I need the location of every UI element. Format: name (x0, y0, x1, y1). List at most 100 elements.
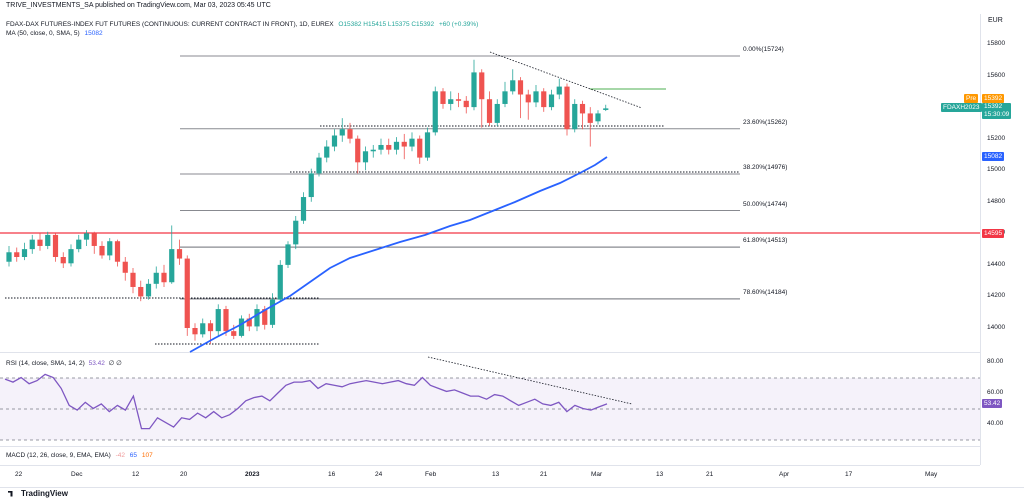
candle (176, 249, 183, 259)
candle (153, 272, 159, 284)
candle (541, 91, 547, 108)
candle (215, 309, 221, 332)
candle (29, 239, 35, 250)
price-change: +60 (+0.39%) (438, 21, 479, 28)
candle (207, 323, 214, 332)
ohlc-values: O15382 H15415 L15375 C15392 (338, 21, 435, 28)
rsi-legend[interactable]: RSI (14, close, SMA, 14, 2) 53.42 ∅ ∅ (6, 359, 122, 367)
candle (145, 283, 152, 297)
candle (440, 91, 446, 104)
candle (83, 233, 90, 240)
candle (409, 138, 415, 147)
tradingview-icon (8, 490, 13, 497)
rsi-tick-label: 40.00 (987, 420, 1004, 427)
candle (587, 113, 593, 123)
price-axis-separator (980, 14, 981, 465)
candle (486, 99, 493, 123)
fib-label: 78.60%(14184) (743, 288, 788, 296)
last-price-value: 15392 (984, 103, 1003, 110)
time-tick-label: 13 (656, 471, 664, 478)
rsi-trendline (427, 356, 633, 405)
time-tick-label: 17 (845, 471, 853, 478)
time-tick-label: 13 (492, 471, 500, 478)
candle (386, 144, 392, 150)
candle (424, 132, 431, 158)
candle (463, 100, 469, 108)
candle (556, 86, 562, 95)
time-tick-label: Apr (779, 471, 790, 478)
tradingview-logo[interactable]: TradingView (8, 489, 68, 498)
candle (161, 272, 167, 283)
candle (502, 91, 508, 104)
time-axis-separator (0, 465, 980, 466)
time-tick-label: Feb (425, 471, 437, 478)
candle (200, 323, 206, 335)
candle (107, 241, 113, 256)
candle (14, 252, 20, 257)
candle (448, 99, 454, 104)
symbol-tag: FDAXH2023 (941, 103, 982, 112)
time-tick-label: 22 (15, 471, 23, 478)
fib-label: 23.60%(15262) (743, 118, 788, 126)
pane-separator-rsi[interactable] (0, 352, 980, 353)
rsi-tick-label: 80.00 (987, 358, 1004, 365)
candle (347, 129, 353, 139)
candle (262, 309, 268, 325)
candle (533, 91, 539, 103)
candle (91, 233, 97, 246)
candle (68, 249, 74, 264)
symbol-legend[interactable]: FDAX-DAX FUTURES-INDEX FUT FUTURES (CONT… (6, 21, 478, 28)
fib-label: 0.00%(15724) (743, 45, 784, 53)
price-tick-label: 15000 (987, 166, 1006, 174)
time-tick-label: Mar (591, 471, 603, 478)
footer-bar (0, 487, 1024, 503)
brand-name: TradingView (21, 489, 68, 498)
ma-legend[interactable]: MA (50, close, 0, SMA, 5) 15082 (6, 30, 103, 37)
candles (6, 59, 609, 344)
pane-separator-macd[interactable] (0, 446, 980, 447)
candle (99, 245, 105, 256)
ma-price-tag: 15082 (982, 152, 1005, 161)
candle (246, 318, 252, 327)
macd-legend[interactable]: MACD (12, 26, close, 9, EMA, EMA) -42 65… (6, 452, 153, 459)
candle (231, 331, 237, 336)
rsi-value: 53.42 (88, 360, 105, 367)
candle (37, 239, 43, 246)
candle (455, 99, 462, 101)
candle (401, 141, 407, 147)
candle (138, 286, 144, 297)
publish-line: TRIVE_INVESTMENTS_SA published on Tradin… (6, 2, 271, 9)
candle (494, 103, 500, 123)
time-tick-label: 2023 (245, 471, 260, 478)
time-tick-label: 21 (540, 471, 548, 478)
price-tick-label: 14200 (987, 292, 1006, 300)
candle (223, 309, 229, 332)
candle (525, 94, 531, 103)
macd-label: MACD (12, 26, close, 9, EMA, EMA) (6, 452, 111, 459)
candle (479, 72, 485, 100)
ma-line (189, 156, 608, 353)
candle (169, 249, 175, 283)
fib-label: 50.00%(14744) (743, 200, 788, 208)
time-tick-label: 21 (706, 471, 714, 478)
countdown: 15:30:09 (984, 111, 1010, 118)
candle (300, 197, 307, 221)
price-tick-label: 14400 (987, 260, 1006, 268)
candle (76, 239, 82, 250)
pre-market-value: 15392 (982, 94, 1005, 103)
candle (192, 328, 198, 335)
symbol-description: FDAX-DAX FUTURES-INDEX FUT FUTURES (CONT… (6, 21, 334, 28)
rsi-line (4, 373, 608, 430)
pre-label: Pre (966, 95, 977, 102)
rsi-extra: ∅ ∅ (108, 360, 122, 367)
candle (114, 241, 121, 262)
candle (21, 249, 28, 257)
candle (269, 299, 276, 325)
fib-label: 38.20%(14976) (743, 164, 788, 171)
candle (130, 272, 136, 287)
fib-label: 61.80%(14513) (743, 237, 788, 245)
ma-label: MA (50, close, 0, SMA, 5) (6, 30, 80, 37)
candle (254, 309, 260, 327)
candle (595, 113, 601, 122)
